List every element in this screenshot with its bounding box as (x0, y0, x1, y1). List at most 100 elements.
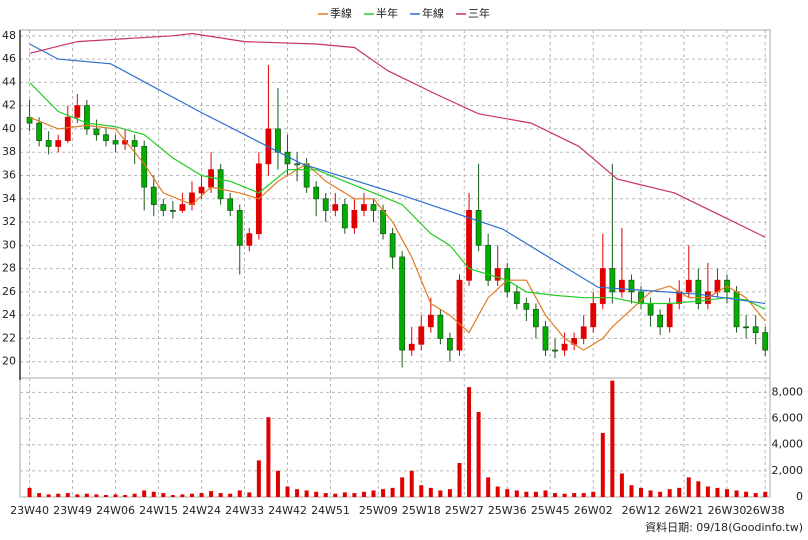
volume-bar (180, 494, 185, 497)
candle-body (580, 326, 587, 339)
volume-bar (94, 494, 99, 497)
candle-body (408, 343, 415, 351)
legend-label: 年線 (422, 6, 444, 20)
candle-body (456, 279, 463, 351)
ma-line (29, 43, 766, 305)
volume-tick-label: 6,000 (772, 412, 804, 425)
volume-bar (419, 485, 424, 497)
candle-body (332, 204, 339, 211)
candle-body (227, 198, 234, 211)
y-tick-label: 48 (2, 29, 16, 42)
volume-bar (295, 489, 300, 497)
candle-body (647, 303, 654, 316)
candle-body (380, 210, 386, 235)
volume-bar (123, 495, 128, 497)
candle-body (752, 326, 759, 334)
x-tick-label: 24W24 (182, 504, 221, 517)
candle-body (351, 210, 358, 229)
volume-bar (361, 491, 366, 497)
candle-body (609, 268, 616, 293)
volume-bar (543, 490, 548, 497)
x-tick-label: 25W36 (488, 504, 527, 517)
volume-bar (533, 491, 538, 497)
candle-body (685, 279, 692, 293)
candle-body (74, 105, 81, 118)
candle-body (275, 128, 281, 153)
volume-bar (495, 486, 500, 497)
candle-body (36, 122, 43, 141)
candle-body (198, 186, 205, 194)
volume-bar (467, 387, 472, 497)
candle-body (733, 291, 740, 328)
y-tick-label: 32 (2, 215, 16, 228)
x-tick-label: 25W27 (445, 504, 484, 517)
candle-body (466, 210, 472, 281)
volume-bar (447, 489, 452, 497)
volume-bar (600, 432, 605, 497)
y-tick-label: 34 (2, 192, 16, 205)
x-tick-label: 25W09 (359, 504, 398, 517)
volume-bar (744, 491, 749, 497)
y-tick-label: 20 (2, 355, 16, 368)
candle-body (494, 268, 501, 281)
volume-bar (65, 493, 70, 497)
x-tick-label: 26W12 (622, 504, 661, 517)
volume-bar (161, 493, 166, 497)
candle-body (523, 303, 530, 310)
candle-body (160, 204, 167, 211)
volume-bar (352, 493, 357, 497)
volume-tick-label: 2,000 (772, 464, 804, 477)
volume-bar (266, 417, 271, 497)
candle-body (657, 314, 664, 328)
candle-body (389, 233, 396, 258)
y-tick-label: 44 (2, 75, 16, 88)
plot-frame (19, 29, 771, 498)
volume-bar (46, 494, 51, 497)
y-tick-label: 38 (2, 145, 16, 158)
candle-body (542, 326, 549, 351)
volume-bar (113, 494, 118, 497)
volume-bar (103, 495, 108, 497)
legend-label: 季線 (330, 6, 352, 20)
volume-bar (400, 477, 405, 497)
volume-bar (256, 460, 261, 497)
volume-bar (132, 493, 137, 497)
candle-body (169, 210, 176, 212)
y-tick-label: 30 (2, 238, 16, 251)
footer-date: 資料日期: 09/18 (645, 520, 728, 534)
volume-bar (189, 493, 194, 497)
candle-body (103, 134, 109, 141)
candle-body (533, 308, 539, 328)
volume-bar (228, 493, 233, 497)
candle-body (561, 343, 568, 351)
x-tick-label: 25W45 (531, 504, 570, 517)
y-tick-label: 28 (2, 262, 16, 275)
volume-bar (581, 493, 586, 497)
volume-bar (562, 493, 567, 497)
y-tick-label: 46 (2, 52, 16, 65)
volume-bar (37, 493, 42, 497)
volume-bar (658, 491, 663, 497)
volume-bar (514, 490, 519, 497)
y-tick-label: 22 (2, 331, 16, 344)
volume-tick-label: 0 (796, 490, 803, 503)
volume-tick-label: 8,000 (772, 385, 804, 398)
y-tick-label: 36 (2, 168, 16, 181)
x-tick-label: 24W51 (311, 504, 350, 517)
y-tick-label: 42 (2, 99, 16, 112)
volume-bar (75, 494, 80, 497)
ma-line (29, 81, 766, 310)
volume-bar (629, 485, 634, 497)
volume-bar (409, 470, 414, 497)
candle-body (64, 116, 71, 141)
candle-body (552, 349, 558, 352)
candle-body (590, 303, 597, 328)
candle-body (427, 314, 434, 328)
volume-bar (199, 493, 204, 497)
candle-body (743, 326, 750, 329)
candle-body (418, 326, 425, 345)
candle-body (217, 169, 224, 200)
candle-body (294, 163, 300, 166)
x-tick-label: 24W42 (268, 504, 307, 517)
